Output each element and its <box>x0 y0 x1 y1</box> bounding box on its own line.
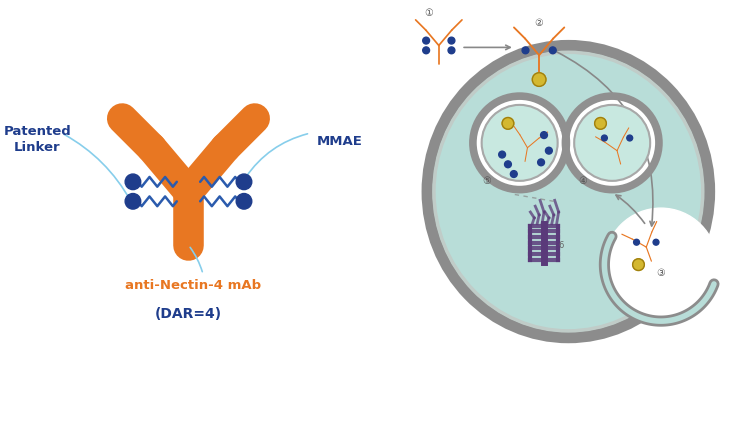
Circle shape <box>627 135 633 141</box>
Circle shape <box>473 96 566 190</box>
Text: ④: ④ <box>578 176 587 186</box>
Circle shape <box>499 151 506 158</box>
Text: (DAR=4): (DAR=4) <box>155 307 222 320</box>
Text: ⑤: ⑤ <box>482 176 491 186</box>
Text: MMAE: MMAE <box>317 135 363 148</box>
Circle shape <box>533 73 546 86</box>
Text: ③: ③ <box>656 268 665 278</box>
Text: 6: 6 <box>559 241 564 250</box>
Circle shape <box>541 132 548 138</box>
Circle shape <box>545 147 552 154</box>
Circle shape <box>601 135 607 141</box>
Circle shape <box>549 47 557 54</box>
Text: Patented
Linker: Patented Linker <box>4 125 71 154</box>
Circle shape <box>423 47 429 54</box>
Circle shape <box>482 105 558 181</box>
Text: ①: ① <box>424 8 433 18</box>
Circle shape <box>633 259 644 271</box>
Circle shape <box>502 118 514 129</box>
Circle shape <box>522 47 529 54</box>
Circle shape <box>448 37 455 44</box>
Text: ②: ② <box>534 18 543 28</box>
Circle shape <box>448 47 455 54</box>
Circle shape <box>510 171 517 178</box>
Circle shape <box>604 208 717 321</box>
Circle shape <box>236 174 252 190</box>
Circle shape <box>538 159 545 166</box>
Circle shape <box>423 37 429 44</box>
Ellipse shape <box>427 46 710 338</box>
Circle shape <box>565 96 659 190</box>
Circle shape <box>505 161 512 168</box>
Circle shape <box>653 239 659 245</box>
Circle shape <box>236 193 252 209</box>
Circle shape <box>634 239 640 245</box>
Circle shape <box>595 118 607 129</box>
Circle shape <box>574 105 650 181</box>
Text: anti-Nectin-4 mAb: anti-Nectin-4 mAb <box>125 279 261 292</box>
Circle shape <box>125 193 141 209</box>
Circle shape <box>125 174 141 190</box>
